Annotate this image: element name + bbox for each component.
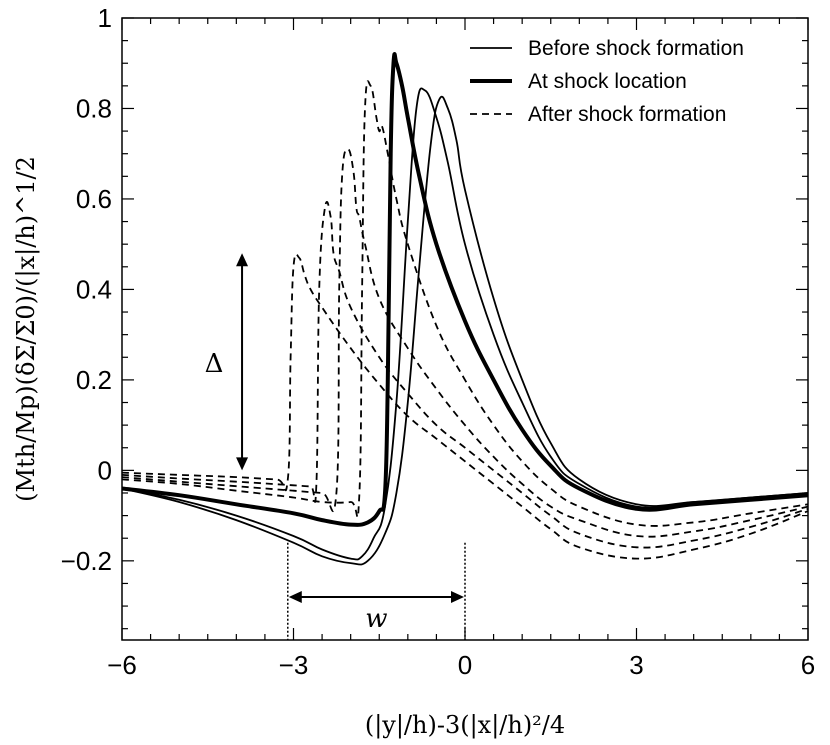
axis-ticks	[121, 17, 809, 640]
y-tick-label: 0.6	[76, 184, 112, 214]
series-line-7	[121, 253, 809, 560]
legend-label-2: At shock location	[528, 70, 687, 93]
y-tick-label: 0.4	[76, 274, 112, 304]
tick-labels: −6 −3 0 3 6 −0.2 0 0.2 0.4 0.6 0.8 1	[61, 3, 816, 680]
w-label: w	[365, 604, 387, 634]
x-tick-label: −3	[279, 650, 309, 680]
legend-label-3: After shock formation	[528, 103, 726, 126]
x-tick-label: −6	[107, 650, 137, 680]
series-line-3	[121, 52, 809, 527]
w-arrow-right-head	[451, 591, 464, 604]
y-axis-title: (Mth/Mp)(δΣ/Σ0)/(|x|/h)^1/2	[12, 156, 41, 502]
series-line-4	[121, 80, 809, 527]
delta-arrow-down-head	[236, 457, 249, 471]
annotations: Δw	[205, 253, 466, 640]
y-tick-label: −0.2	[61, 546, 112, 576]
series-curves	[121, 52, 809, 566]
w-arrow-left-head	[288, 591, 302, 604]
y-tick-label: 0	[98, 455, 112, 485]
series-line-1	[121, 95, 809, 566]
y-tick-label: 0.2	[76, 365, 112, 395]
x-tick-label: 3	[629, 650, 643, 680]
x-axis-title: (|y|/h)-3(|x|/h)²/4	[365, 711, 565, 740]
delta-arrow-up-head	[236, 253, 249, 267]
delta-label: Δ	[205, 349, 224, 379]
series-line-6	[121, 201, 809, 549]
y-tick-label: 0.8	[76, 93, 112, 123]
series-line-5	[121, 148, 809, 538]
x-tick-label: 6	[801, 650, 815, 680]
series-line-2	[121, 87, 809, 561]
y-tick-label: 1	[98, 3, 112, 33]
legend: Before shock formation At shock location A…	[470, 37, 744, 126]
x-tick-label: 0	[458, 650, 472, 680]
legend-label-1: Before shock formation	[528, 37, 744, 60]
